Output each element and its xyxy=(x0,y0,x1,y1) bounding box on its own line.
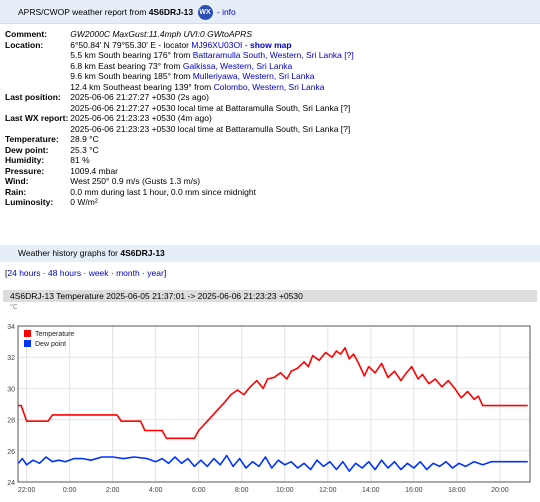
humidity-label: Humidity: xyxy=(5,155,45,165)
plot-frame xyxy=(17,325,531,483)
range-separator: · xyxy=(81,268,89,278)
report-title-bar: APRS/CWOP weather report from 4S6DRJ-13 … xyxy=(0,0,540,24)
location-value: 6°50.84' N 79°55.30' E - locator MJ96XU0… xyxy=(70,40,353,51)
x-tick-label: 4:00 xyxy=(149,487,163,494)
range-link-48-hours[interactable]: 48 hours xyxy=(48,268,82,278)
range-link-year[interactable]: year xyxy=(147,268,164,278)
luminosity-label: Luminosity: xyxy=(5,197,54,207)
history-title-prefix: Weather history graphs for xyxy=(18,248,118,258)
dew-point-label: Dew point: xyxy=(5,144,49,155)
x-tick-label: 2:00 xyxy=(106,487,120,494)
nearby-distance: 12.4 km Southeast bearing 139° from xyxy=(70,81,212,92)
humidity-value: 81 % xyxy=(70,155,90,165)
temperature-value: 28.9 °C xyxy=(70,134,99,144)
dew-point-value: 25.3 °C xyxy=(70,144,99,155)
range-open-bracket: [ xyxy=(5,268,8,278)
comment-value: GW2000C MaxGust:11.4mph UVI:0 GWtoAPRS xyxy=(70,29,252,39)
legend-label: Dew point xyxy=(35,341,66,348)
pressure-label: Pressure: xyxy=(5,165,45,176)
show-map-link[interactable]: show map xyxy=(249,39,292,50)
y-tick-label: 24 xyxy=(7,480,15,487)
temperature-chart: 24 26 28 30 32 34 22:00 0:00 2:00 4:00 6:00 8:00 10:… xyxy=(7,324,531,494)
nearby-distance: 9.6 km South bearing 185° from xyxy=(70,71,191,81)
last-position-label: Last position: xyxy=(5,92,61,102)
range-separator: · xyxy=(40,268,49,278)
x-tick-label: 12:00 xyxy=(319,487,337,494)
nearby-item: 5.5 km South bearing 176° from Battaramu… xyxy=(70,50,353,61)
location-label: Location: xyxy=(5,39,44,50)
y-tick-label: 26 xyxy=(7,449,15,456)
pressure-value: 1009.4 mbar xyxy=(70,165,119,176)
range-close-bracket: ] xyxy=(163,268,167,278)
last-wx-value: 2025-06-06 21:23:23 +0530 (4m ago) xyxy=(70,113,212,123)
wind-value: West 250° 0.9 m/s (Gusts 1.3 m/s) xyxy=(70,176,201,186)
x-tick-label: 18:00 xyxy=(448,487,466,494)
nearby-place-link[interactable]: Battaramulla South, Western, Sri Lanka xyxy=(192,50,342,60)
last-position-value: 2025-06-06 21:27:27 +0530 (2s ago) xyxy=(70,92,209,102)
dew-point-line xyxy=(17,454,528,472)
nearby-place-link[interactable]: Colombo, Western, Sri Lanka xyxy=(213,81,325,92)
luminosity-value: 0 W/m² xyxy=(70,197,98,207)
last-wx-local: 2025-06-06 21:23:23 +0530 local time at … xyxy=(70,123,351,134)
history-range-links: [24 hours · 48 hours · week · month · ye… xyxy=(5,268,166,278)
weather-report-table: Comment: GW2000C MaxGust:11.4mph UVI:0 G… xyxy=(5,29,354,208)
nearby-place-link[interactable]: Galkissa, Western, Sri Lanka xyxy=(182,60,293,71)
history-section-header: Weather history graphs for 4S6DRJ-13 xyxy=(0,245,540,262)
range-link-week[interactable]: week xyxy=(88,268,109,278)
temperature-line xyxy=(18,346,528,440)
range-separator: · xyxy=(108,268,117,278)
y-tick-label: 32 xyxy=(7,355,15,362)
x-tick-label: 16:00 xyxy=(405,487,423,494)
y-tick-label: 30 xyxy=(7,386,15,393)
plot-area xyxy=(18,326,530,482)
nearby-item: 6.8 km East bearing 73° from Galkissa, W… xyxy=(70,61,353,72)
rain-value: 0.0 mm during last 1 hour, 0.0 mm since … xyxy=(70,186,256,197)
nearby-place-link[interactable]: Mulleriyawa, Western, Sri Lanka xyxy=(192,71,315,81)
x-tick-label: 6:00 xyxy=(192,487,206,494)
nearby-item: 9.6 km South bearing 185° from Mulleriya… xyxy=(70,71,353,82)
info-link[interactable]: - info xyxy=(216,7,236,17)
x-tick-label: 10:00 xyxy=(276,487,294,494)
nearby-distance: 6.8 km East bearing 73° from xyxy=(70,60,181,71)
locator-separator: - xyxy=(242,39,250,50)
x-tick-label: 22:00 xyxy=(18,487,36,494)
x-tick-label: 20:00 xyxy=(491,487,509,494)
x-tick-label: 8:00 xyxy=(235,487,249,494)
chart-unit-label: °C xyxy=(10,304,18,311)
nearby-help-link[interactable]: [?] xyxy=(344,50,354,60)
location-coords: 6°50.84' N 79°55.30' E - locator xyxy=(70,39,190,50)
range-separator: · xyxy=(139,268,148,278)
locator-link[interactable]: MJ96XU03OI xyxy=(191,39,243,50)
nearby-distance: 5.5 km South bearing 176° from xyxy=(70,50,191,60)
last-wx-label: Last WX report: xyxy=(5,113,69,123)
history-callsign: 4S6DRJ-13 xyxy=(120,248,165,258)
x-tick-label: 14:00 xyxy=(362,487,380,494)
y-tick-label: 34 xyxy=(7,324,15,331)
legend-swatch xyxy=(24,340,31,347)
wind-label: Wind: xyxy=(5,176,29,186)
wx-symbol-icon: WX xyxy=(197,5,213,21)
range-link-24-hours[interactable]: 24 hours xyxy=(7,268,41,278)
temperature-label: Temperature: xyxy=(5,134,59,144)
chart-title: 4S6DRJ-13 Temperature 2025-06-05 21:37:0… xyxy=(3,290,537,302)
legend-label: Temperature xyxy=(35,331,74,338)
comment-label: Comment: xyxy=(5,29,48,39)
x-tick-label: 0:00 xyxy=(63,487,77,494)
last-position-local: 2025-06-06 21:27:27 +0530 local time at … xyxy=(70,102,351,113)
station-callsign: 4S6DRJ-13 xyxy=(148,7,194,17)
y-tick-label: 28 xyxy=(7,418,15,425)
rain-label: Rain: xyxy=(5,186,27,197)
report-title-prefix: APRS/CWOP weather report from xyxy=(18,7,147,17)
legend-swatch xyxy=(24,330,31,337)
range-link-month[interactable]: month xyxy=(116,268,140,278)
nearby-item: 12.4 km Southeast bearing 139° from Colo… xyxy=(70,82,353,93)
